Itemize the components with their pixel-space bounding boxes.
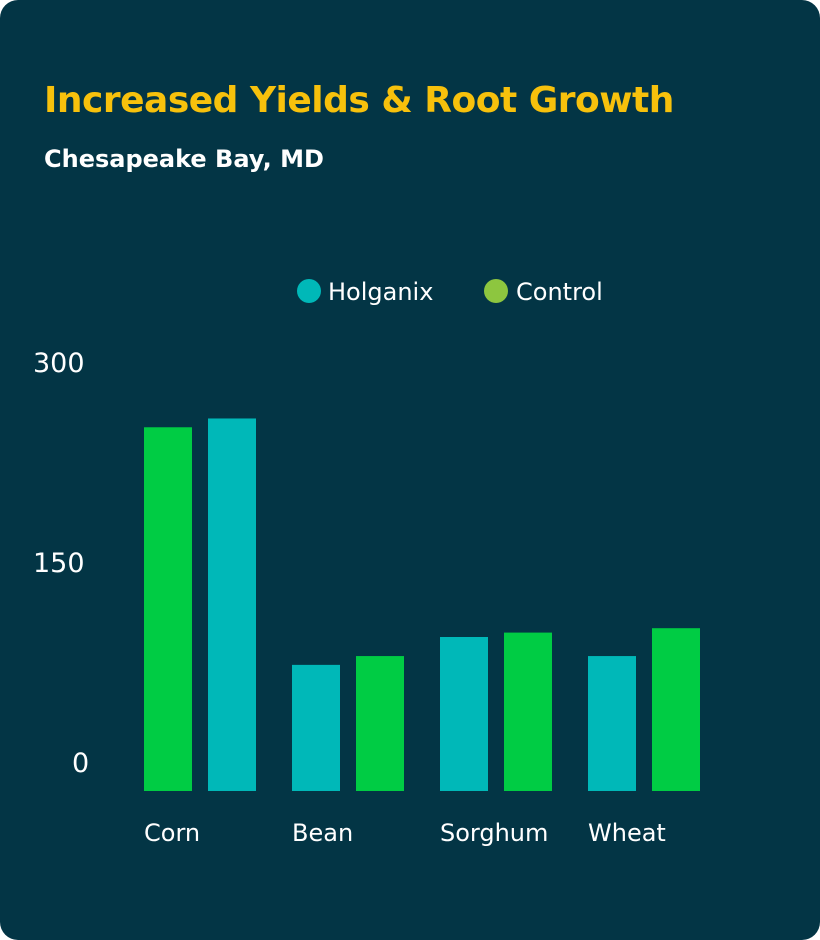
x-tick-label-sorghum: Sorghum bbox=[440, 819, 548, 847]
x-tick-label-corn: Corn bbox=[144, 819, 200, 847]
bar-bean-1 bbox=[292, 664, 340, 791]
bars-group bbox=[144, 418, 700, 791]
bar-bean-2 bbox=[356, 656, 404, 791]
bar-sorghum-1 bbox=[440, 637, 488, 791]
x-tick-label-bean: Bean bbox=[292, 819, 353, 847]
bar-wheat-2 bbox=[652, 628, 700, 791]
y-tick-label-150: 150 bbox=[33, 548, 85, 579]
legend: Holganix Control bbox=[297, 278, 603, 306]
legend-dot-holganix bbox=[297, 279, 321, 303]
bar-corn-1 bbox=[144, 427, 192, 791]
legend-dot-control bbox=[484, 279, 508, 303]
legend-label-control: Control bbox=[516, 278, 603, 306]
y-tick-label-300: 300 bbox=[33, 348, 85, 379]
x-tick-label-wheat: Wheat bbox=[588, 819, 666, 847]
chart-title: Increased Yields & Root Growth bbox=[44, 80, 674, 121]
bar-corn-2 bbox=[208, 418, 256, 791]
legend-label-holganix: Holganix bbox=[328, 278, 433, 306]
y-tick-label-0: 0 bbox=[72, 748, 89, 779]
x-axis: Corn Bean Sorghum Wheat bbox=[144, 819, 666, 847]
y-axis: 300 150 0 bbox=[33, 348, 89, 779]
chart-subtitle: Chesapeake Bay, MD bbox=[44, 145, 324, 173]
bar-sorghum-2 bbox=[504, 632, 552, 791]
bar-wheat-1 bbox=[588, 656, 636, 791]
